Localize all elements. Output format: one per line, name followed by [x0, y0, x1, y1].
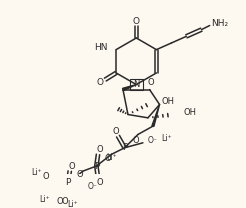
Text: O: O	[97, 78, 104, 87]
Text: O: O	[68, 162, 75, 171]
Text: NH₂: NH₂	[211, 19, 228, 27]
Text: O: O	[62, 197, 68, 206]
Text: Li⁺: Li⁺	[161, 134, 172, 143]
Polygon shape	[123, 85, 136, 91]
Polygon shape	[152, 105, 160, 126]
Text: O: O	[96, 145, 103, 154]
Text: P: P	[65, 178, 71, 187]
Text: O: O	[148, 78, 154, 87]
Text: Li⁺: Li⁺	[106, 153, 117, 162]
Text: Li⁺: Li⁺	[68, 200, 78, 208]
Text: O⁻: O⁻	[87, 182, 97, 191]
Text: O: O	[96, 178, 103, 187]
Text: OH: OH	[161, 97, 174, 106]
Text: P: P	[122, 143, 127, 152]
Text: O: O	[105, 154, 111, 163]
Text: O: O	[133, 136, 139, 145]
Text: O: O	[133, 17, 140, 26]
Text: O⁻: O⁻	[148, 136, 158, 145]
Text: Li⁺: Li⁺	[39, 195, 50, 204]
Text: HN: HN	[94, 43, 108, 52]
Text: O: O	[42, 172, 49, 181]
Text: O: O	[113, 127, 120, 136]
Text: O: O	[56, 197, 63, 206]
Text: OH: OH	[184, 108, 197, 117]
Text: O: O	[77, 170, 83, 179]
Text: P: P	[94, 162, 99, 171]
Text: Li⁺: Li⁺	[31, 168, 42, 177]
Text: N: N	[133, 80, 139, 89]
